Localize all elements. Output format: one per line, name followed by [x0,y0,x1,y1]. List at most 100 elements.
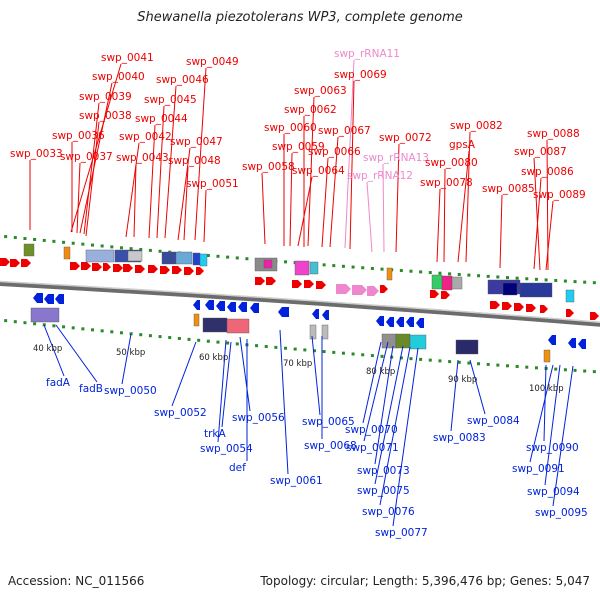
outer-tick [534,277,538,281]
inner-tick [361,353,365,357]
leader-line [465,131,471,263]
inner-tick [110,330,114,334]
outer-tick [100,244,104,248]
annotation-box [502,282,518,296]
reverse-gene-arrow [205,300,214,310]
inner-tick [293,347,297,351]
leader-line [382,163,385,253]
inner-tick [129,332,133,336]
inner-tick [187,337,191,341]
leader-line [307,96,315,247]
gene-label: swp_0036 [52,130,105,142]
inner-tick [525,365,529,369]
outer-tick [457,272,461,276]
outer-tick [525,277,529,281]
inner-tick [303,348,307,352]
inner-tick [467,361,471,365]
outer-tick [428,271,432,275]
inner-tick [62,325,66,329]
outer-tick [477,274,481,278]
reverse-gene-arrow [227,302,236,312]
gene-labels-layer: swp_0041 swp_0049 swp_0040 swp_0046 swp_0039… [10,48,588,539]
leader-line [83,102,100,235]
gene-label: swp_0046 [156,74,209,86]
leader-line [203,189,207,243]
leader-line [544,364,561,486]
inner-tick [370,354,374,358]
gene-label: swp_0071 [346,442,399,454]
outer-tick [52,239,56,243]
gene-label: swp_0077 [375,527,428,539]
leader-line [363,341,389,442]
leader-line [366,181,373,253]
inner-tick [351,352,355,356]
forward-gene-arrow [172,266,182,274]
leader-line [374,345,404,485]
gene-label: swp_0043 [116,152,169,164]
gene-label: swp_0063 [294,85,347,97]
forward-gene-arrow [380,285,388,293]
annotation-box [409,334,427,350]
outer-tick [409,269,413,273]
scale-label: 50 kbp [116,348,145,358]
annotation-box [386,267,393,281]
inner-tick [419,357,423,361]
gene-label: swp_0082 [450,120,503,132]
annotation-box [519,282,553,298]
gene-label: swp_0090 [526,442,579,454]
inner-tick [332,350,336,354]
gene-label: swp_0042 [119,131,172,143]
gene-label: swp_rRNA12 [347,170,413,182]
reverse-gene-arrow [568,338,576,348]
reverse-gene-arrow [396,317,404,327]
gene-label: swp_0078 [420,177,473,189]
inner-tick [274,345,278,349]
leader-line [379,346,411,506]
leader-line [311,335,321,416]
leader-line [177,147,191,241]
inner-tick [23,321,27,325]
gene-label: swp_0038 [79,110,132,122]
forward-gene-arrow [304,280,314,288]
forward-gene-arrow [255,277,265,285]
gene-label: swp_0049 [186,56,239,68]
inner-tick [438,359,442,363]
leader-line [533,177,542,270]
inner-tick [52,324,56,328]
forward-gene-arrow [103,263,111,271]
gene-label: swp_0044 [135,113,188,125]
gene-label: swp_0060 [264,122,317,134]
leader-line [171,341,197,407]
forward-gene-arrow [92,263,102,271]
inner-tick [91,328,95,332]
inner-tick [81,327,85,331]
annotation-box [193,313,200,327]
outer-tick [332,264,336,268]
leader-line [279,329,289,475]
reverse-gene-arrow [216,301,225,311]
inner-tick [119,331,123,335]
annotation-box [161,251,177,265]
gene-label: swp_0065 [302,416,355,428]
inner-tick [322,350,326,354]
leader-line [289,152,293,247]
genome-summary-text: Topology: circular; Length: 5,396,476 bp… [260,574,590,588]
reverse-gene-arrow [386,317,394,327]
outer-tick [13,236,17,240]
reverse-gene-arrow [44,294,54,304]
gene-label: swp_0088 [527,128,580,140]
forward-gene-arrow [196,267,204,275]
reverse-gene-arrow [250,303,259,313]
outer-tick [592,281,596,285]
gene-label: swp_0045 [144,94,197,106]
inner-tick [71,326,75,330]
leader-line [533,157,541,271]
outer-tick [245,257,249,261]
outer-tick [23,237,27,241]
reverse-gene-arrow [238,302,247,312]
outer-tick [206,253,210,257]
map-title: Shewanella piezotolerans WP3, complete g… [137,10,463,25]
gene-label: trkA [204,428,227,440]
gene-label: swp_0080 [425,157,478,169]
annotation-box [565,289,575,303]
